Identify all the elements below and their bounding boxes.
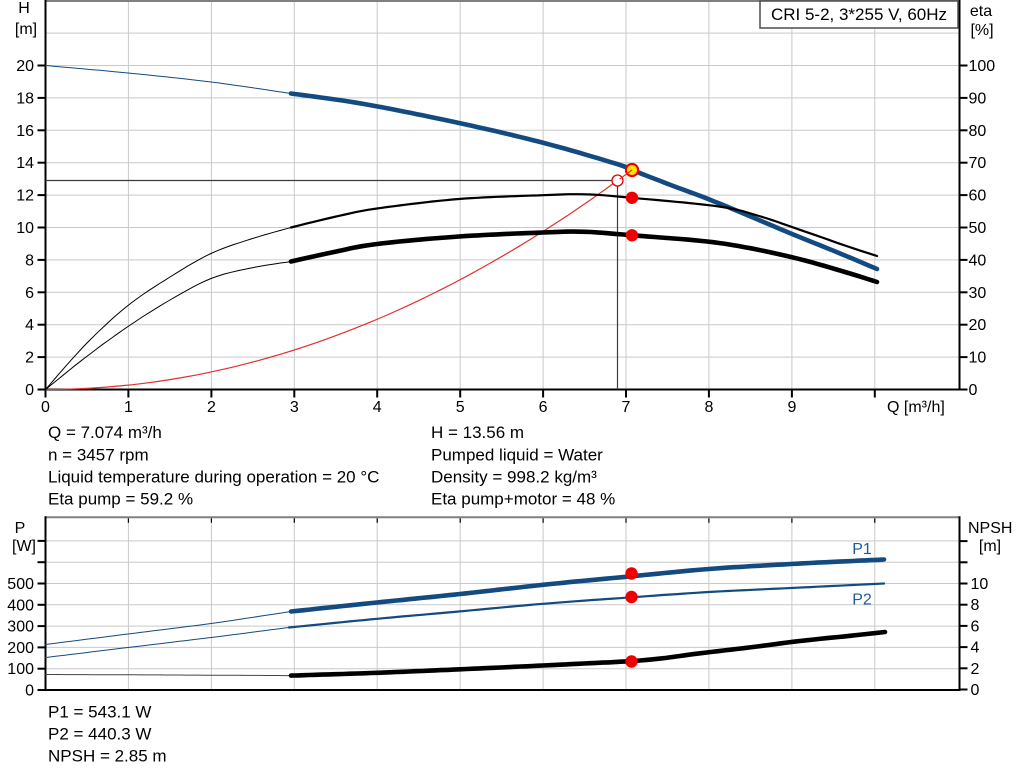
svg-text:40: 40: [969, 252, 987, 269]
svg-text:0: 0: [969, 382, 978, 399]
svg-text:3: 3: [290, 399, 299, 416]
svg-text:[m]: [m]: [15, 21, 37, 38]
svg-text:Pumped liquid = Water: Pumped liquid = Water: [431, 445, 603, 464]
svg-text:H: H: [18, 0, 30, 17]
svg-text:5: 5: [456, 399, 465, 416]
svg-text:10: 10: [969, 350, 987, 367]
svg-text:Q = 7.074 m³/h: Q = 7.074 m³/h: [48, 423, 162, 442]
svg-text:0: 0: [971, 682, 980, 699]
svg-text:4: 4: [971, 640, 980, 657]
svg-text:2: 2: [207, 399, 216, 416]
svg-text:Eta pump+motor = 48 %: Eta pump+motor = 48 %: [431, 490, 615, 509]
svg-text:6: 6: [539, 399, 548, 416]
svg-text:18: 18: [16, 90, 34, 107]
svg-text:0: 0: [25, 683, 34, 700]
svg-text:H = 13.56 m: H = 13.56 m: [431, 423, 524, 442]
svg-text:200: 200: [7, 640, 34, 657]
svg-text:12: 12: [16, 188, 34, 205]
svg-text:NPSH = 2.85 m: NPSH = 2.85 m: [48, 747, 167, 766]
svg-text:4: 4: [25, 317, 34, 334]
svg-text:100: 100: [7, 661, 34, 678]
svg-text:80: 80: [969, 123, 987, 140]
svg-text:[m]: [m]: [979, 538, 1001, 555]
svg-text:10: 10: [971, 576, 989, 593]
svg-text:500: 500: [7, 576, 34, 593]
svg-text:6: 6: [25, 285, 34, 302]
svg-text:[W]: [W]: [12, 538, 36, 555]
svg-text:Eta pump = 59.2 %: Eta pump = 59.2 %: [48, 490, 193, 509]
svg-text:9: 9: [787, 399, 796, 416]
svg-text:70: 70: [969, 155, 987, 172]
svg-text:10: 10: [16, 220, 34, 237]
svg-text:NPSH: NPSH: [968, 520, 1012, 537]
svg-text:20: 20: [969, 317, 987, 334]
svg-text:60: 60: [969, 188, 987, 205]
svg-text:P2: P2: [852, 592, 872, 609]
svg-text:8: 8: [25, 252, 34, 269]
svg-text:1: 1: [124, 399, 133, 416]
svg-text:8: 8: [971, 597, 980, 614]
svg-text:n = 3457 rpm: n = 3457 rpm: [48, 445, 149, 464]
svg-text:Q [m³/h]: Q [m³/h]: [887, 399, 945, 416]
svg-text:eta: eta: [970, 3, 992, 20]
svg-text:300: 300: [7, 619, 34, 636]
svg-text:2: 2: [25, 350, 34, 367]
svg-text:30: 30: [969, 285, 987, 302]
svg-text:100: 100: [969, 58, 996, 75]
svg-text:14: 14: [16, 155, 34, 172]
svg-text:[%]: [%]: [970, 22, 993, 39]
svg-text:400: 400: [7, 597, 34, 614]
svg-text:P1: P1: [852, 541, 872, 558]
svg-text:0: 0: [41, 399, 50, 416]
svg-text:8: 8: [704, 399, 713, 416]
svg-text:6: 6: [971, 618, 980, 635]
svg-text:P1 = 543.1 W: P1 = 543.1 W: [48, 702, 151, 721]
svg-text:16: 16: [16, 123, 34, 140]
svg-text:7: 7: [622, 399, 631, 416]
svg-text:0: 0: [25, 382, 34, 399]
svg-text:4: 4: [373, 399, 382, 416]
svg-text:P2 = 440.3 W: P2 = 440.3 W: [48, 725, 151, 744]
svg-text:20: 20: [16, 58, 34, 75]
svg-text:2: 2: [971, 661, 980, 678]
svg-text:P: P: [15, 520, 26, 537]
svg-text:50: 50: [969, 220, 987, 237]
svg-text:CRI 5-2, 3*255 V, 60Hz: CRI 5-2, 3*255 V, 60Hz: [771, 5, 947, 24]
svg-text:90: 90: [969, 90, 987, 107]
svg-text:Liquid temperature during oper: Liquid temperature during operation = 20…: [48, 467, 379, 486]
svg-text:Density = 998.2 kg/m³: Density = 998.2 kg/m³: [431, 467, 597, 486]
